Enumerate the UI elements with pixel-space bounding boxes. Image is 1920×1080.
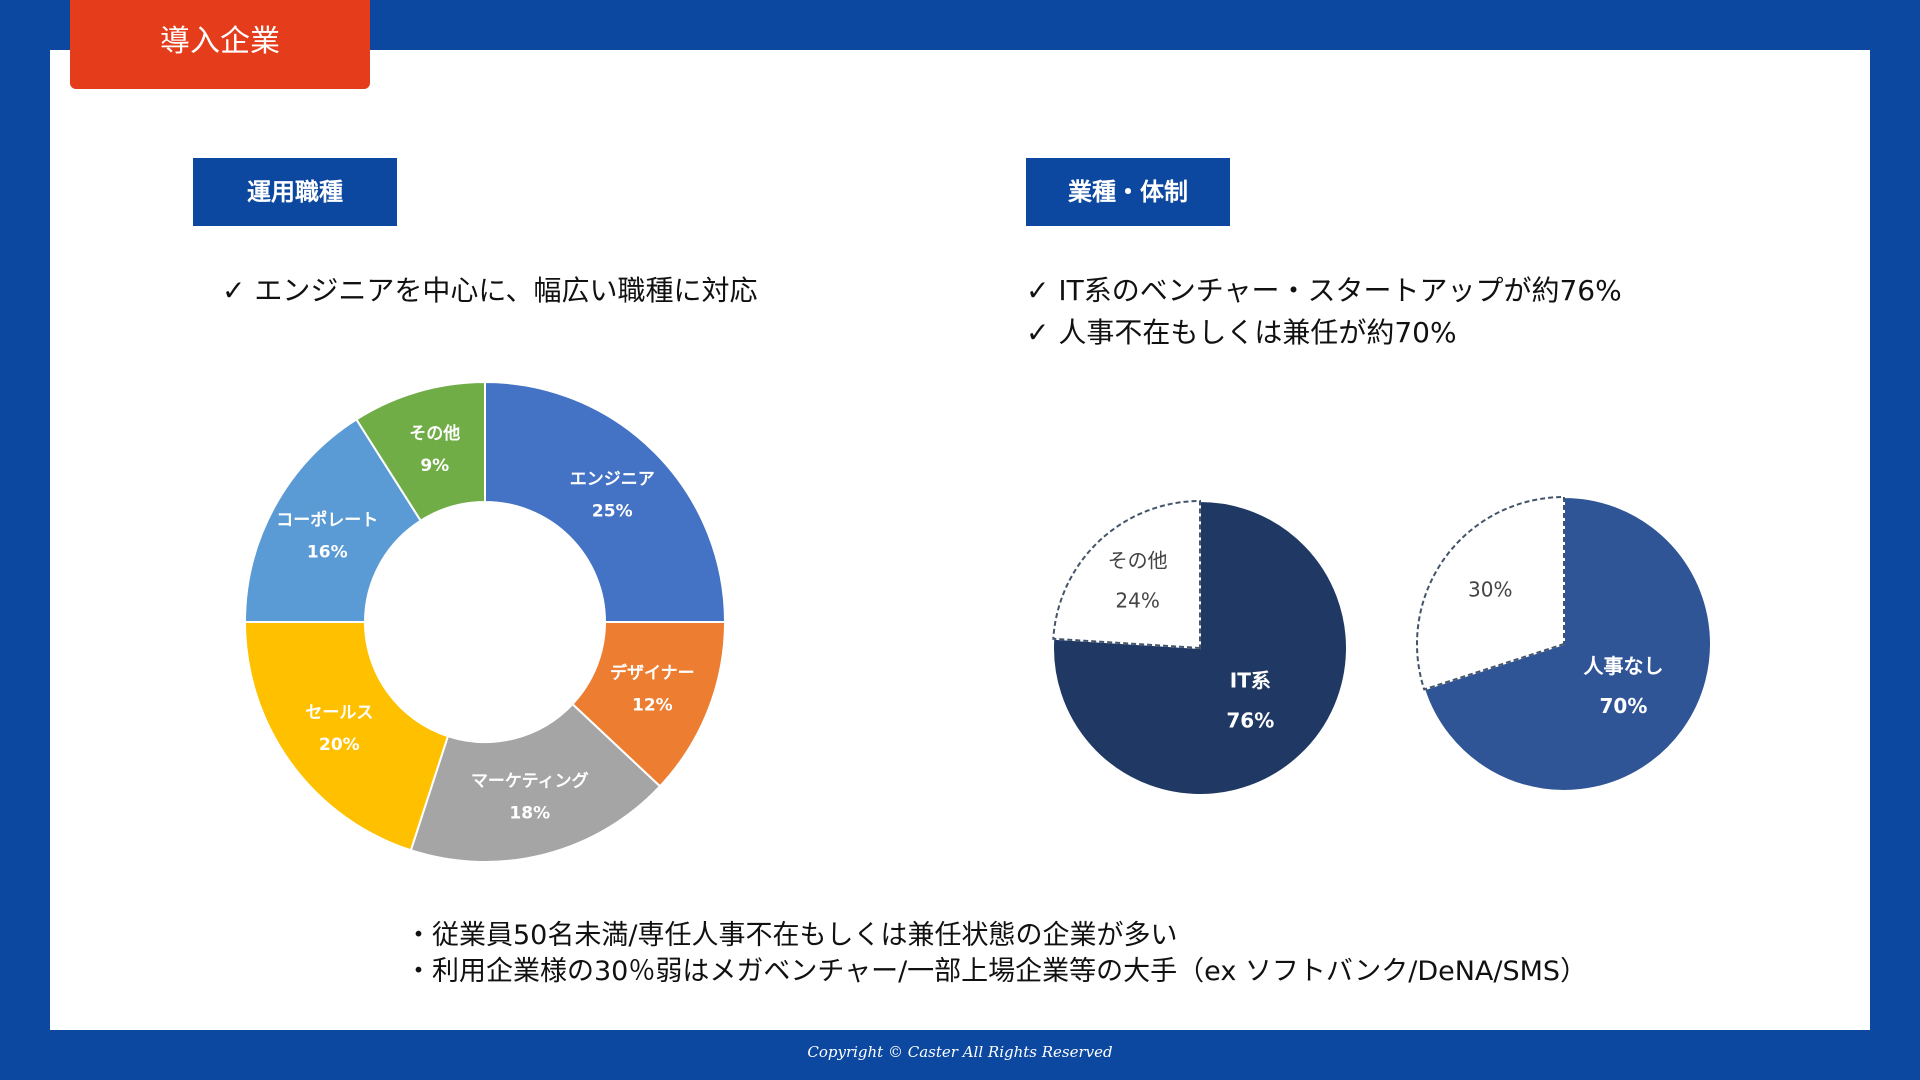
it-pie-value-label-2: 24% xyxy=(1115,589,1159,613)
donut-value-label-5: 16% xyxy=(307,542,348,562)
donut-slice-3 xyxy=(409,702,662,863)
donut-slice-6 xyxy=(355,380,486,523)
job-types-bullet: ✓ エンジニアを中心に、幅広い職種に対応 xyxy=(222,274,758,307)
hr-pie-slice-2 xyxy=(1416,495,1565,691)
it-pie-value-label-1: 76% xyxy=(1226,709,1274,733)
industry-bullet-1: ✓ IT系のベンチャー・スタートアップが約76% xyxy=(1026,274,1622,307)
donut-slice-4 xyxy=(243,621,450,852)
donut-slice-2 xyxy=(571,621,727,788)
hr-pie-value-label-2: 30% xyxy=(1468,577,1512,601)
section-label-job-types: 運用職種 xyxy=(193,158,397,226)
page-title-tab: 導入企業 xyxy=(70,0,370,89)
donut-category-label-5: コーポレート xyxy=(276,509,378,530)
donut-category-label-2: デザイナー xyxy=(610,662,695,683)
hr-status-pie-chart: 人事なし 70% 30% xyxy=(1416,495,1712,792)
donut-value-label-3: 18% xyxy=(509,803,550,823)
hr-pie-slice-1 xyxy=(1422,495,1712,792)
donut-slice-1 xyxy=(484,380,727,623)
industry-pie-chart: IT系 76% その他 24% xyxy=(1052,499,1348,796)
donut-category-label-6: その他 xyxy=(409,423,460,444)
it-pie-slice-2 xyxy=(1052,499,1201,650)
job-types-donut-chart: エンジニア 25% デザイナー 12% マーケティング 18% セールス 20% コーポレート 1… xyxy=(243,380,727,863)
hr-pie-category-label-1: 人事なし xyxy=(1583,654,1663,678)
donut-value-label-4: 20% xyxy=(319,735,360,755)
industry-bullet-2: ✓ 人事不在もしくは兼任が約70% xyxy=(1026,316,1457,349)
donut-value-label-1: 25% xyxy=(592,502,633,522)
donut-category-label-4: セールス xyxy=(305,703,373,723)
donut-slice-5 xyxy=(243,417,423,623)
donut-value-label-2: 12% xyxy=(632,695,673,715)
donut-value-label-6: 9% xyxy=(420,456,449,476)
copyright-footer: Copyright © Caster All Rights Reserved xyxy=(807,1043,1113,1061)
note-line-2: ・利用企業様の30％弱はメガベンチャー/一部上場企業等の大手（ex ソフトバンク… xyxy=(405,956,1588,987)
section-label-industry: 業種・体制 xyxy=(1026,158,1230,226)
it-pie-category-label-1: IT系 xyxy=(1230,669,1271,693)
note-line-1: ・従業員50名未満/専任人事不在もしくは兼任状態の企業が多い xyxy=(405,920,1178,951)
donut-category-label-1: エンジニア xyxy=(570,470,655,490)
it-pie-category-label-2: その他 xyxy=(1108,549,1168,573)
hr-pie-value-label-1: 70% xyxy=(1600,694,1648,718)
donut-category-label-3: マーケティング xyxy=(471,770,589,791)
